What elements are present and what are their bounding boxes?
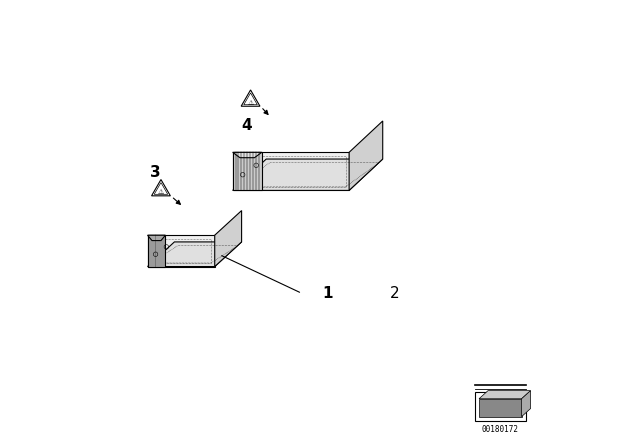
Polygon shape <box>233 152 262 190</box>
Text: ⚠: ⚠ <box>248 99 253 106</box>
Text: 2: 2 <box>389 286 399 301</box>
Polygon shape <box>152 180 170 196</box>
Text: 3: 3 <box>150 165 161 180</box>
Bar <box>475 392 526 421</box>
Text: 00180172: 00180172 <box>482 425 519 434</box>
Polygon shape <box>148 242 242 267</box>
Polygon shape <box>479 391 531 399</box>
Text: ⚠: ⚠ <box>158 189 164 195</box>
Polygon shape <box>241 90 260 106</box>
Text: 4: 4 <box>242 118 252 133</box>
Polygon shape <box>233 159 383 190</box>
Polygon shape <box>148 235 165 267</box>
Text: 1: 1 <box>323 286 333 301</box>
Polygon shape <box>349 121 383 190</box>
Polygon shape <box>148 235 215 267</box>
Polygon shape <box>479 399 522 417</box>
Polygon shape <box>522 391 531 417</box>
Polygon shape <box>148 235 165 241</box>
Polygon shape <box>233 152 349 190</box>
Polygon shape <box>233 152 262 158</box>
Polygon shape <box>215 211 242 267</box>
